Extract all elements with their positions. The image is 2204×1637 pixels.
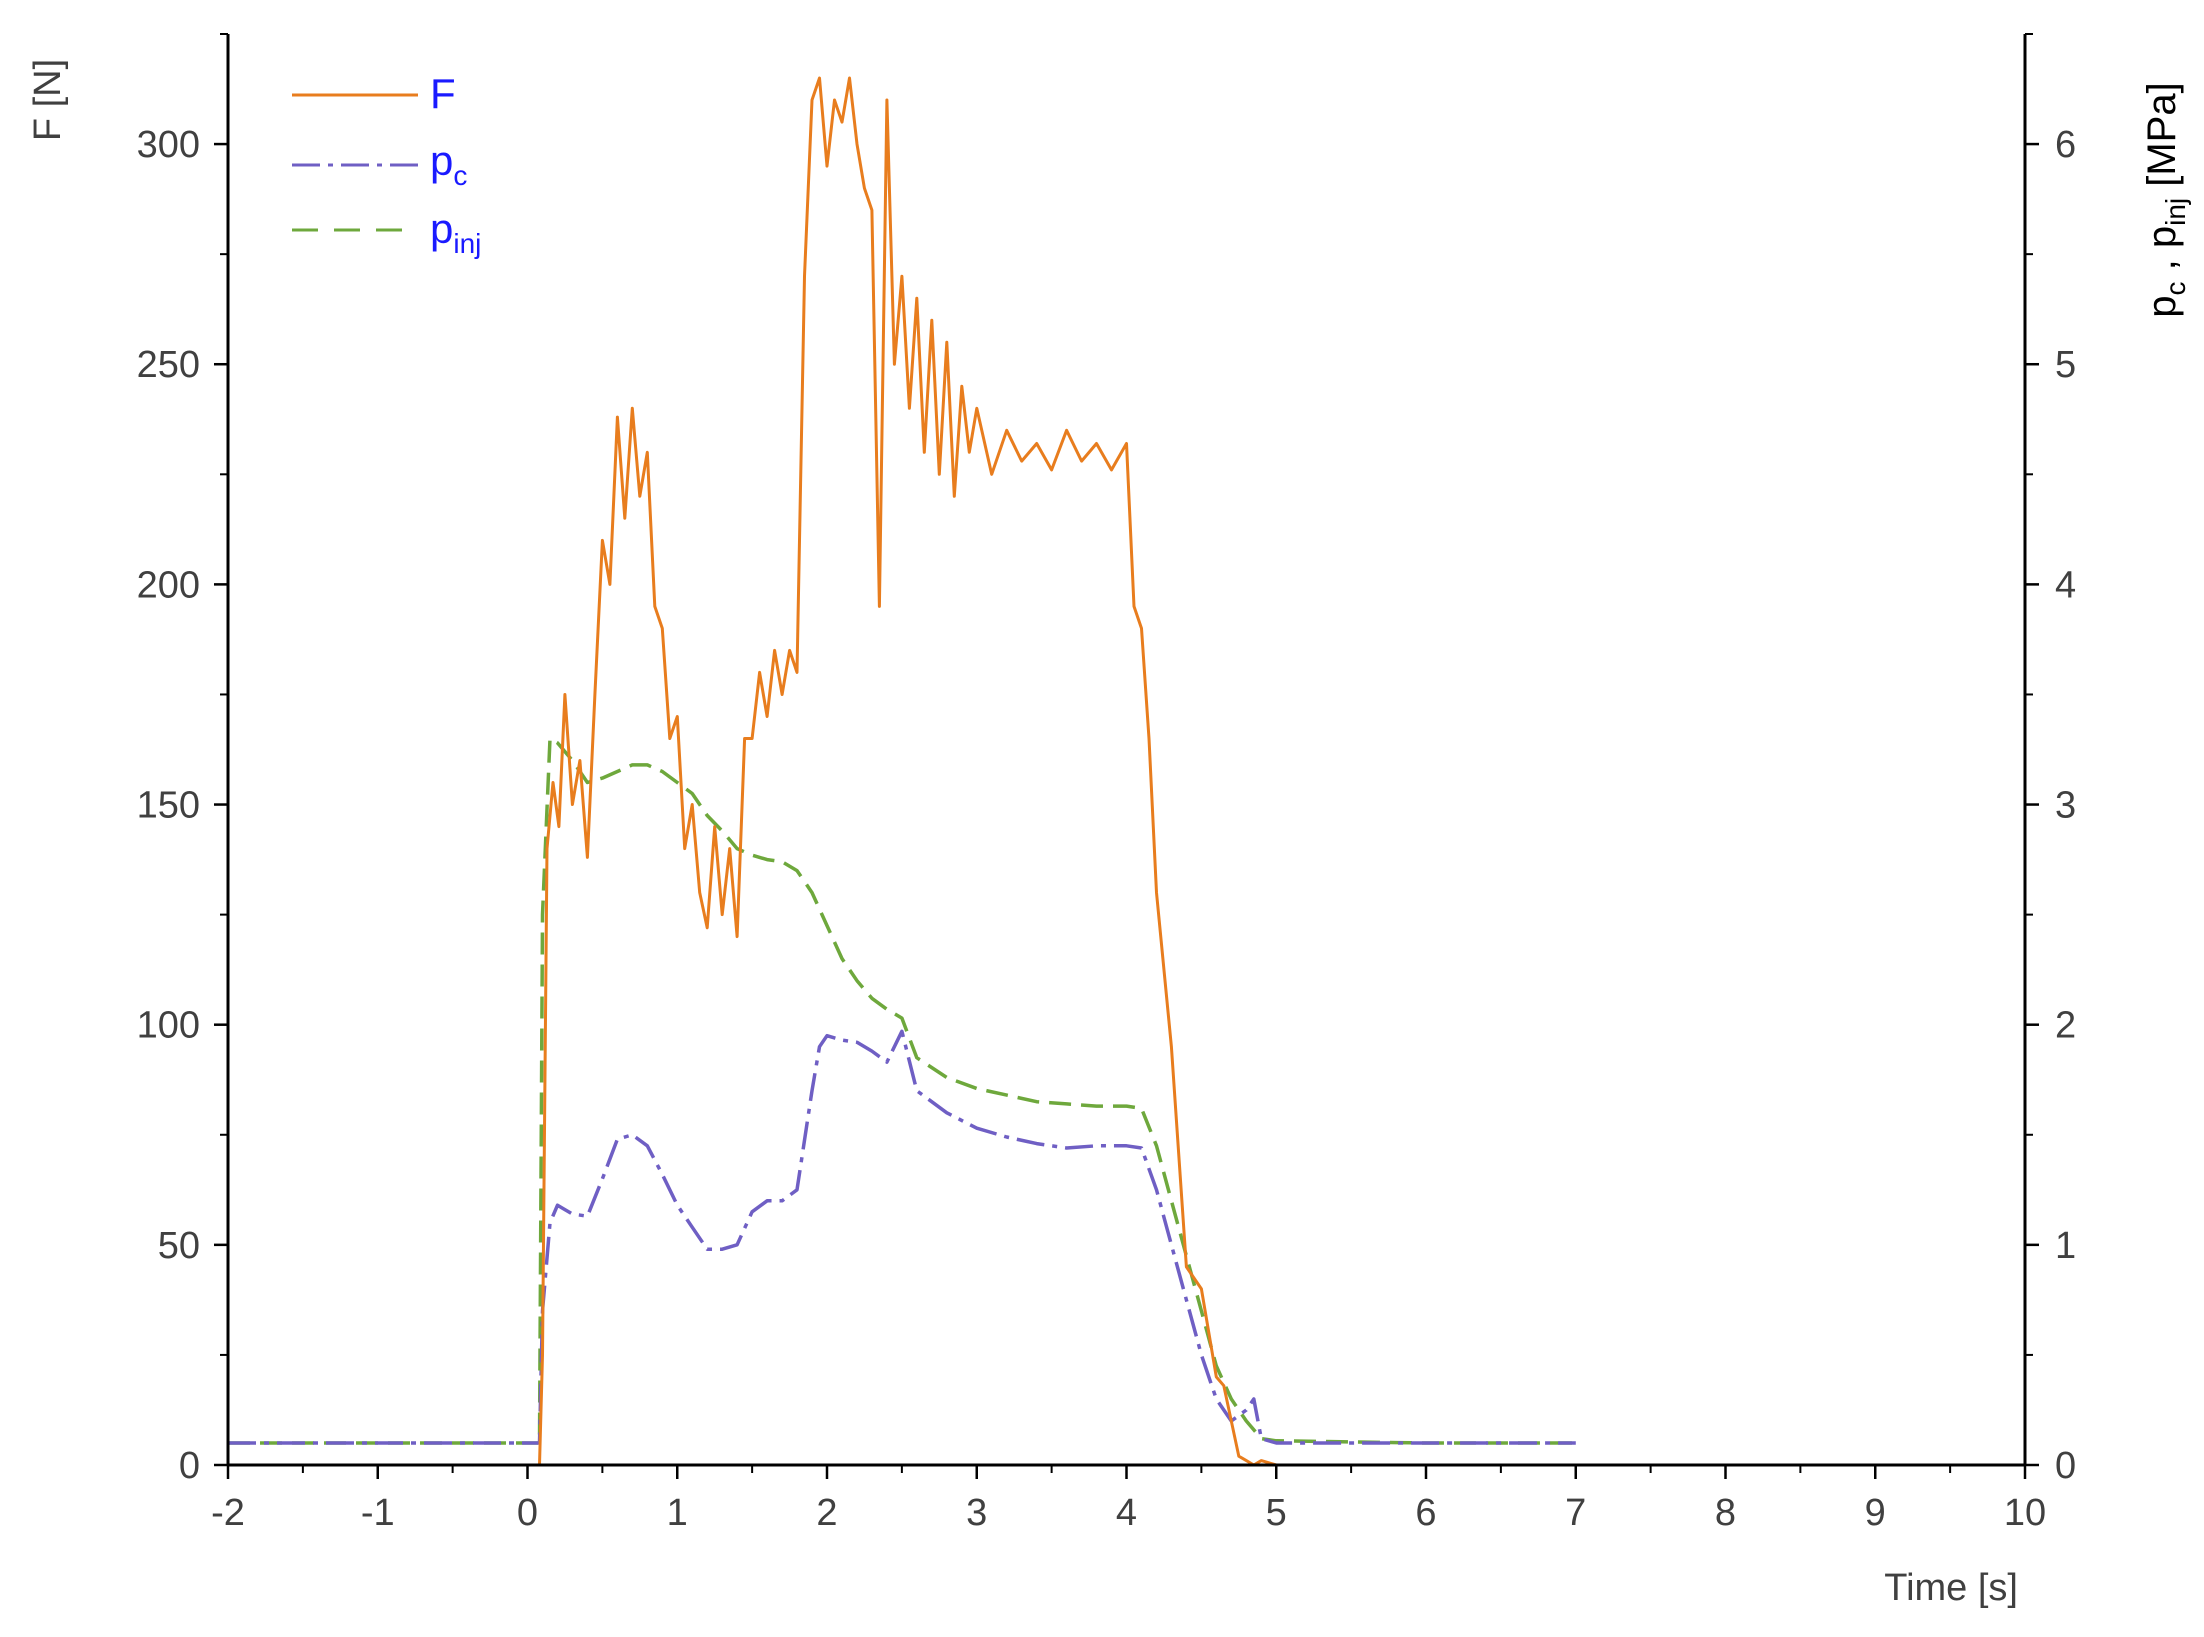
y-right-title-part-4: p bbox=[2140, 226, 2184, 248]
x-axis-title: Time [s] bbox=[1884, 1567, 2018, 1609]
series-line-p-c bbox=[228, 1029, 1576, 1445]
x-tick-label: 1 bbox=[667, 1492, 688, 1534]
labels-layer: -2 -1 0 1 2 3 4 5 6 7 8 9 10050100150200250300012345… bbox=[137, 124, 2077, 1534]
y-right-title-part-5: inj bbox=[2160, 198, 2191, 226]
legend-label-pc-base: p bbox=[430, 137, 453, 184]
x-tick-label: -2 bbox=[211, 1492, 245, 1534]
y-left-tick-label: 150 bbox=[137, 785, 200, 827]
x-tick-label: 3 bbox=[966, 1492, 987, 1534]
x-tick-label: 6 bbox=[1415, 1492, 1436, 1534]
y-right-tick-label: 1 bbox=[2055, 1225, 2076, 1267]
x-tick-label: 9 bbox=[1865, 1492, 1886, 1534]
legend: F pc pinj bbox=[292, 70, 481, 259]
axes-layer bbox=[226, 34, 2027, 1467]
y-right-title-part-1: p bbox=[2140, 295, 2184, 317]
y-left-tick-label: 100 bbox=[137, 1005, 200, 1047]
legend-label-pinj-sub: inj bbox=[453, 228, 481, 259]
y-right-tick-label: 6 bbox=[2055, 124, 2076, 166]
x-tick-label: 2 bbox=[816, 1492, 837, 1534]
legend-label-f: F bbox=[430, 70, 456, 117]
y-right-tick-label: 5 bbox=[2055, 344, 2076, 386]
series-line-p-inj bbox=[228, 736, 1576, 1445]
y-left-tick-label: 200 bbox=[137, 564, 200, 606]
x-tick-label: 8 bbox=[1715, 1492, 1736, 1534]
y-left-tick-label: 0 bbox=[179, 1445, 200, 1487]
ticks-layer bbox=[214, 33, 2039, 1479]
y-right-tick-label: 3 bbox=[2055, 785, 2076, 827]
legend-label-pinj: pinj bbox=[430, 205, 481, 259]
y-right-tick-label: 2 bbox=[2055, 1005, 2076, 1047]
x-tick-label: 0 bbox=[517, 1492, 538, 1534]
y-right-tick-label: 0 bbox=[2055, 1445, 2076, 1487]
x-tick-label: 4 bbox=[1116, 1492, 1137, 1534]
x-tick-label: 10 bbox=[2004, 1492, 2046, 1534]
y-left-tick-label: 250 bbox=[137, 344, 200, 386]
y-left-tick-label: 50 bbox=[158, 1225, 200, 1267]
x-tick-label: -1 bbox=[361, 1492, 395, 1534]
y-right-axis-title: pc , pinj [MPa] bbox=[2140, 82, 2191, 317]
legend-label-pinj-base: p bbox=[430, 205, 453, 252]
y-right-title-part-6: [MPa] bbox=[2140, 82, 2184, 198]
series-line-f bbox=[228, 76, 1576, 1467]
series-layer bbox=[228, 76, 1576, 1467]
y-right-title-part-3: , bbox=[2140, 248, 2184, 281]
legend-label-pc-sub: c bbox=[453, 160, 467, 191]
y-left-axis-title: F [N] bbox=[27, 59, 69, 141]
y-left-tick-label: 300 bbox=[137, 124, 200, 166]
y-right-title-part-2: c bbox=[2160, 281, 2191, 295]
y-right-tick-label: 4 bbox=[2055, 564, 2076, 606]
legend-label-pc: pc bbox=[430, 137, 467, 191]
x-tick-label: 5 bbox=[1266, 1492, 1287, 1534]
x-tick-label: 7 bbox=[1565, 1492, 1586, 1534]
